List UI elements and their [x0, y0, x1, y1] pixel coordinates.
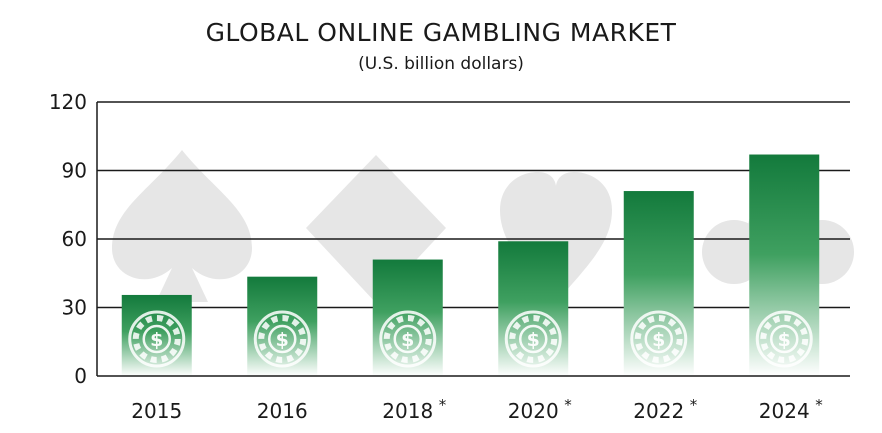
y-tick-label: 60	[62, 227, 87, 251]
forecast-asterisk: *	[690, 396, 698, 414]
spade-icon	[112, 150, 252, 302]
x-tick-label: 2015	[131, 399, 182, 423]
bar	[498, 241, 569, 376]
diamond-icon	[306, 155, 446, 303]
forecast-asterisk: *	[439, 396, 447, 414]
y-tick-label: 90	[62, 159, 87, 183]
x-tick-label: 2018	[382, 399, 433, 423]
forecast-asterisk: *	[815, 396, 823, 414]
y-tick-label: 120	[49, 90, 87, 114]
x-tick-label: 2024	[759, 399, 810, 423]
x-tick-label: 2016	[257, 399, 308, 423]
y-tick-label: 0	[74, 364, 87, 388]
bar	[372, 259, 443, 376]
y-tick-label: 30	[62, 296, 87, 320]
forecast-asterisk: *	[564, 396, 572, 414]
chart-subtitle: (U.S. billion dollars)	[358, 54, 524, 74]
x-tick-label: 2020	[508, 399, 559, 423]
chart-title: GLOBAL ONLINE GAMBLING MARKET	[205, 18, 677, 47]
x-tick-label: 2022	[633, 399, 684, 423]
